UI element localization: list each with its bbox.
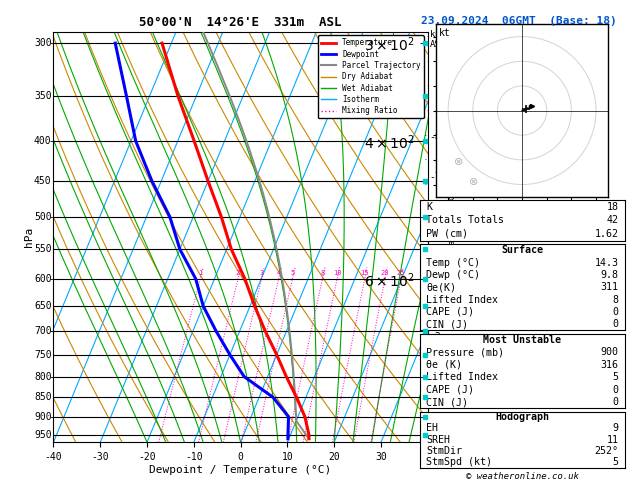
Text: 800: 800 (34, 372, 52, 382)
Legend: Temperature, Dewpoint, Parcel Trajectory, Dry Adiabat, Wet Adiabat, Isotherm, Mi: Temperature, Dewpoint, Parcel Trajectory… (318, 35, 424, 118)
Text: Pressure (mb): Pressure (mb) (426, 347, 504, 358)
X-axis label: Dewpoint / Temperature (°C): Dewpoint / Temperature (°C) (150, 465, 331, 475)
Text: LCL: LCL (430, 416, 446, 425)
Text: 350: 350 (34, 90, 52, 101)
Text: 3: 3 (259, 270, 264, 276)
Text: Mixing Ratio (g/kg): Mixing Ratio (g/kg) (448, 186, 457, 288)
Text: 20: 20 (381, 270, 389, 276)
Text: 1.62: 1.62 (594, 229, 618, 239)
Text: 316: 316 (601, 360, 618, 370)
Text: 750: 750 (34, 350, 52, 360)
Text: 10: 10 (333, 270, 342, 276)
Text: 850: 850 (34, 392, 52, 402)
Text: 2: 2 (236, 270, 240, 276)
Text: 11: 11 (606, 434, 618, 445)
Text: Hodograph: Hodograph (496, 412, 549, 422)
Text: hPa: hPa (24, 227, 34, 247)
Text: SREH: SREH (426, 434, 450, 445)
Text: EH: EH (426, 423, 438, 434)
Text: 8: 8 (613, 295, 618, 305)
Text: © weatheronline.co.uk: © weatheronline.co.uk (465, 472, 579, 481)
Text: 9: 9 (613, 423, 618, 434)
Text: Lifted Index: Lifted Index (426, 295, 498, 305)
Text: StmSpd (kt): StmSpd (kt) (426, 457, 493, 467)
Text: 42: 42 (606, 215, 618, 226)
Text: 0: 0 (613, 397, 618, 407)
Text: 252°: 252° (594, 446, 618, 456)
Text: -1: -1 (430, 412, 442, 422)
Text: CAPE (J): CAPE (J) (426, 307, 474, 317)
Text: Most Unstable: Most Unstable (483, 335, 562, 345)
Text: -6: -6 (430, 212, 442, 222)
Text: 700: 700 (34, 326, 52, 336)
Text: 18: 18 (606, 202, 618, 212)
Text: 400: 400 (34, 136, 52, 146)
Text: 5: 5 (291, 270, 294, 276)
Text: -8: -8 (430, 132, 442, 142)
Text: $\otimes$: $\otimes$ (468, 175, 478, 187)
Text: Temp (°C): Temp (°C) (426, 258, 481, 267)
Text: CIN (J): CIN (J) (426, 397, 469, 407)
Text: StmDir: StmDir (426, 446, 462, 456)
Text: km
ASL: km ASL (430, 30, 446, 49)
Text: -2: -2 (430, 372, 442, 382)
Text: 300: 300 (34, 38, 52, 48)
Text: 23.09.2024  06GMT  (Base: 18): 23.09.2024 06GMT (Base: 18) (421, 16, 617, 26)
Text: -5: -5 (430, 252, 442, 262)
Text: Surface: Surface (501, 245, 543, 255)
Text: 5: 5 (613, 457, 618, 467)
Text: Lifted Index: Lifted Index (426, 372, 498, 382)
Text: θe(K): θe(K) (426, 282, 456, 292)
Text: 14.3: 14.3 (594, 258, 618, 267)
Text: -7: -7 (430, 172, 442, 182)
Text: -3: -3 (430, 332, 442, 342)
Text: K: K (426, 202, 432, 212)
Text: 0: 0 (613, 384, 618, 395)
Text: 650: 650 (34, 301, 52, 311)
Text: CAPE (J): CAPE (J) (426, 384, 474, 395)
Text: CIN (J): CIN (J) (426, 319, 469, 330)
Text: kt: kt (439, 28, 451, 38)
Text: PW (cm): PW (cm) (426, 229, 469, 239)
Text: Dewp (°C): Dewp (°C) (426, 270, 481, 280)
Text: 4: 4 (277, 270, 281, 276)
Text: -4: -4 (430, 292, 442, 302)
Text: 600: 600 (34, 274, 52, 284)
Text: 900: 900 (34, 412, 52, 422)
Text: $\otimes$: $\otimes$ (453, 156, 464, 167)
Text: 550: 550 (34, 244, 52, 254)
Text: 311: 311 (601, 282, 618, 292)
Text: 450: 450 (34, 176, 52, 186)
Text: 500: 500 (34, 212, 52, 222)
Text: 0: 0 (613, 307, 618, 317)
Text: 1: 1 (198, 270, 203, 276)
Text: Totals Totals: Totals Totals (426, 215, 504, 226)
Title: 50°00'N  14°26'E  331m  ASL: 50°00'N 14°26'E 331m ASL (140, 16, 342, 29)
Text: 900: 900 (601, 347, 618, 358)
Text: 15: 15 (360, 270, 369, 276)
Text: 8: 8 (320, 270, 325, 276)
Text: 950: 950 (34, 430, 52, 440)
Text: 9.8: 9.8 (601, 270, 618, 280)
Text: 5: 5 (613, 372, 618, 382)
Text: θe (K): θe (K) (426, 360, 462, 370)
Text: 0: 0 (613, 319, 618, 330)
Text: 25: 25 (397, 270, 405, 276)
